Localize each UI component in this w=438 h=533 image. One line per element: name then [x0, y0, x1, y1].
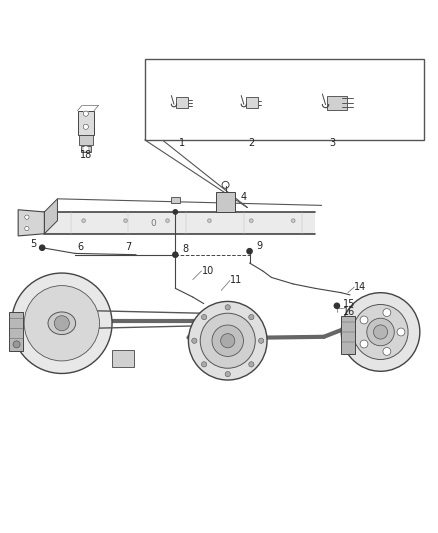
Circle shape	[360, 316, 368, 324]
Text: 11: 11	[230, 276, 242, 286]
Circle shape	[208, 219, 211, 222]
Circle shape	[334, 303, 339, 309]
Circle shape	[82, 219, 85, 222]
Circle shape	[258, 338, 264, 343]
FancyBboxPatch shape	[79, 135, 93, 144]
Circle shape	[83, 124, 88, 130]
Text: 14: 14	[354, 282, 367, 292]
Circle shape	[173, 252, 178, 257]
Circle shape	[12, 273, 112, 374]
Text: 8: 8	[182, 244, 188, 254]
Circle shape	[25, 215, 29, 220]
Circle shape	[201, 314, 207, 320]
Ellipse shape	[48, 312, 76, 335]
Circle shape	[367, 318, 394, 346]
Circle shape	[200, 313, 255, 368]
Circle shape	[397, 328, 405, 336]
Text: 7: 7	[125, 242, 132, 252]
Circle shape	[250, 219, 253, 222]
Circle shape	[188, 302, 267, 380]
FancyBboxPatch shape	[171, 197, 180, 203]
Circle shape	[341, 293, 420, 372]
Text: 2: 2	[249, 139, 255, 148]
Text: 4: 4	[241, 192, 247, 201]
Circle shape	[225, 372, 230, 377]
Text: 10: 10	[201, 266, 214, 276]
Circle shape	[83, 111, 88, 116]
Text: 9: 9	[256, 241, 262, 252]
Text: 18: 18	[80, 150, 92, 160]
Circle shape	[374, 325, 388, 339]
Circle shape	[24, 286, 99, 361]
Circle shape	[383, 348, 391, 356]
Circle shape	[249, 314, 254, 320]
Polygon shape	[327, 96, 346, 110]
Circle shape	[54, 316, 69, 331]
Text: 1: 1	[179, 139, 185, 148]
Circle shape	[221, 334, 235, 348]
Circle shape	[353, 304, 408, 359]
Text: 5: 5	[30, 239, 36, 249]
Polygon shape	[44, 199, 57, 234]
Polygon shape	[44, 212, 315, 234]
Text: 0: 0	[151, 219, 156, 228]
Polygon shape	[246, 97, 258, 108]
Circle shape	[291, 219, 295, 222]
FancyBboxPatch shape	[78, 111, 94, 135]
Circle shape	[360, 340, 368, 348]
Polygon shape	[216, 192, 235, 212]
FancyBboxPatch shape	[145, 59, 424, 140]
Circle shape	[13, 341, 20, 348]
FancyBboxPatch shape	[81, 146, 91, 152]
Text: 16: 16	[343, 308, 355, 317]
Polygon shape	[176, 97, 187, 108]
Circle shape	[212, 325, 244, 357]
Polygon shape	[18, 210, 44, 236]
Circle shape	[201, 362, 207, 367]
Text: 3: 3	[329, 139, 336, 148]
Circle shape	[173, 210, 177, 214]
Polygon shape	[341, 316, 355, 353]
Circle shape	[39, 245, 45, 251]
Polygon shape	[112, 350, 134, 367]
Circle shape	[124, 219, 127, 222]
Polygon shape	[9, 312, 23, 351]
Circle shape	[249, 362, 254, 367]
Circle shape	[25, 227, 29, 231]
Text: 15: 15	[343, 298, 355, 309]
Circle shape	[192, 338, 197, 343]
Text: 6: 6	[77, 242, 83, 252]
Circle shape	[166, 219, 169, 222]
Circle shape	[383, 309, 391, 317]
Circle shape	[84, 147, 88, 150]
Circle shape	[225, 305, 230, 310]
Circle shape	[247, 248, 252, 254]
